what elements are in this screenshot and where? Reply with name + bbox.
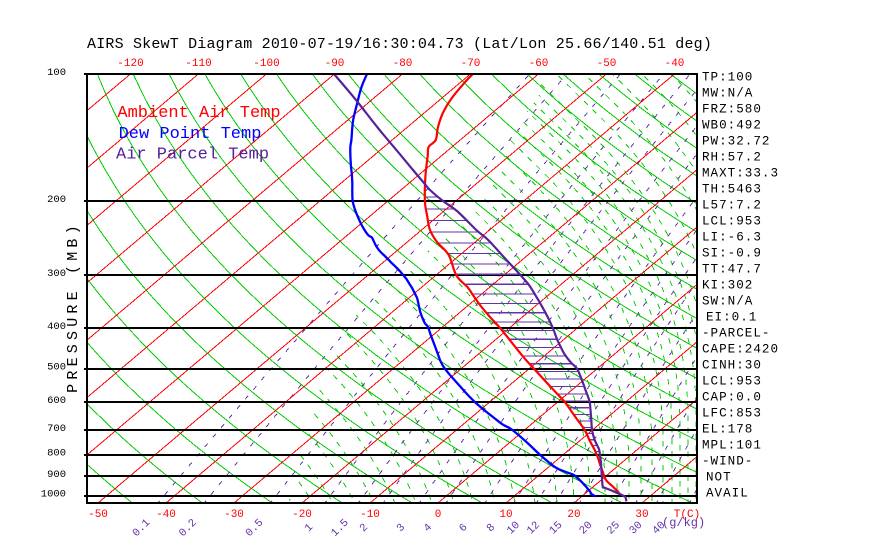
svg-text:-PARCEL-: -PARCEL- [702,327,770,341]
svg-text:TH:5463: TH:5463 [702,183,762,197]
svg-text:900: 900 [47,469,66,481]
svg-text:-WIND-: -WIND- [702,455,753,469]
svg-text:-40: -40 [156,509,176,521]
svg-text:-50: -50 [88,509,108,521]
svg-text:AVAIL: AVAIL [706,487,749,501]
svg-text:EL:178: EL:178 [702,423,753,437]
svg-text:0: 0 [435,509,442,521]
svg-text:600: 600 [47,395,66,407]
svg-text:MW:N/A: MW:N/A [702,87,753,101]
svg-text:LI:-6.3: LI:-6.3 [702,231,762,245]
svg-text:800: 800 [47,448,66,460]
svg-text:KI:302: KI:302 [702,279,753,293]
svg-text:CAP:0.0: CAP:0.0 [702,391,762,405]
svg-text:-70: -70 [461,58,481,70]
svg-text:FRZ:580: FRZ:580 [702,103,762,117]
svg-text:TT:47.7: TT:47.7 [702,263,762,277]
svg-text:NOT: NOT [706,471,732,485]
svg-text:100: 100 [47,67,66,79]
svg-text:LCL:953: LCL:953 [702,215,762,229]
svg-text:-10: -10 [360,509,380,521]
svg-text:WB0:492: WB0:492 [702,119,762,133]
svg-text:Dew Point Temp: Dew Point Temp [119,125,262,144]
svg-text:CAPE:2420: CAPE:2420 [702,343,779,357]
svg-text:-30: -30 [224,509,244,521]
svg-text:20: 20 [567,509,580,521]
svg-text:400: 400 [47,321,66,333]
svg-text:MAXT:33.3: MAXT:33.3 [702,167,779,181]
svg-text:PW:32.72: PW:32.72 [702,135,770,149]
svg-text:PRESSURE (MB): PRESSURE (MB) [65,221,82,393]
svg-text:-50: -50 [597,58,617,70]
svg-text:EI:0.1: EI:0.1 [706,311,757,325]
svg-text:LFC:853: LFC:853 [702,407,762,421]
svg-text:-20: -20 [292,509,312,521]
svg-text:1000: 1000 [41,489,66,501]
svg-text:AIRS SkewT Diagram 2010-07-19/: AIRS SkewT Diagram 2010-07-19/16:30:04.7… [87,36,712,53]
svg-text:T(C): T(C) [674,509,700,521]
svg-text:-110: -110 [185,58,211,70]
svg-text:-120: -120 [117,58,143,70]
svg-text:-90: -90 [325,58,345,70]
svg-text:Air Parcel Temp: Air Parcel Temp [116,146,269,165]
svg-text:L57:7.2: L57:7.2 [702,199,762,213]
svg-text:500: 500 [47,362,66,374]
svg-text:CINH:30: CINH:30 [702,359,762,373]
svg-text:200: 200 [47,194,66,206]
svg-text:-100: -100 [253,58,279,70]
svg-text:Ambient Air Temp: Ambient Air Temp [117,104,280,123]
svg-text:700: 700 [47,423,66,435]
svg-text:300: 300 [47,268,66,280]
svg-text:30: 30 [635,509,648,521]
svg-text:SI:-0.9: SI:-0.9 [702,247,762,261]
svg-text:10: 10 [499,509,512,521]
svg-text:LCL:953: LCL:953 [702,375,762,389]
svg-text:SW:N/A: SW:N/A [702,295,753,309]
svg-text:-60: -60 [529,58,549,70]
svg-text:TP:100: TP:100 [702,71,753,85]
svg-text:-40: -40 [665,58,685,70]
svg-text:RH:57.2: RH:57.2 [702,151,762,165]
svg-text:-80: -80 [393,58,413,70]
svg-text:(g/kg): (g/kg) [662,516,705,530]
svg-text:MPL:101: MPL:101 [702,439,762,453]
